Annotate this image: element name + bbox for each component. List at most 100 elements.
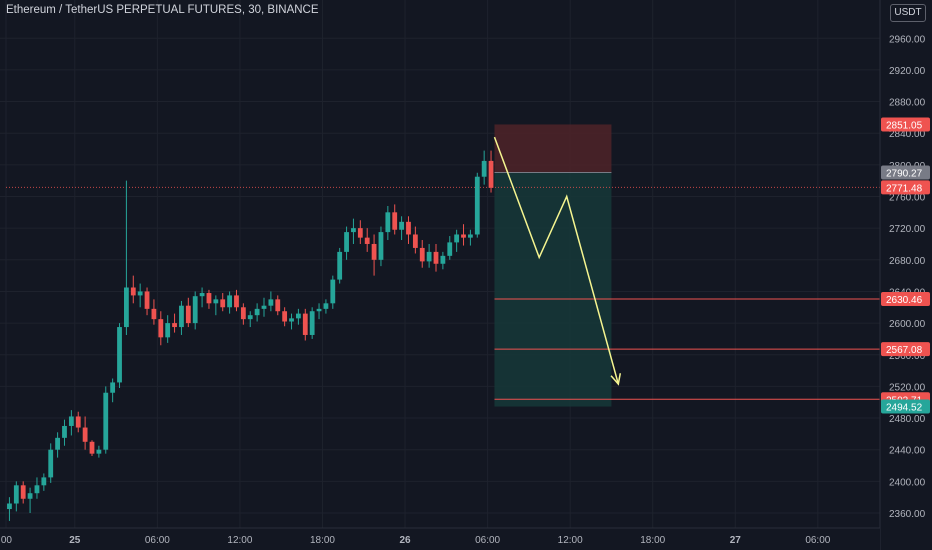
candle-body [179, 305, 184, 328]
projection-path[interactable] [493, 136, 620, 385]
candle [364, 228, 370, 252]
time-tick-label: 06:00 [475, 535, 500, 546]
candle [227, 291, 232, 314]
candle-body [468, 234, 473, 238]
price-label-bg [881, 342, 930, 357]
time-axis-bg [0, 528, 880, 550]
candle [247, 311, 253, 328]
candle [172, 313, 177, 333]
candle-body [89, 441, 95, 454]
price-tick-label: 2360.00 [889, 509, 926, 520]
price-axis[interactable]: 2360.00 2400.00 2440.00 2480.00 2520.00 2560.… [879, 0, 932, 550]
candle-body [41, 477, 47, 486]
candle-body [426, 251, 432, 262]
candle [385, 205, 391, 241]
candle [96, 445, 102, 458]
candle-body [316, 308, 322, 312]
time-tick-label: 26 [399, 535, 411, 546]
candle-body [309, 311, 315, 335]
candle [337, 247, 343, 284]
candle-body [20, 485, 26, 499]
candle-body [172, 323, 177, 328]
candle [261, 297, 267, 317]
price-label: 2630.46 [881, 291, 930, 306]
price-label-bg [881, 180, 930, 195]
candle-body [213, 299, 219, 304]
price-label-bg [881, 399, 930, 414]
candle [412, 226, 418, 254]
candle [41, 473, 47, 491]
candle [89, 440, 95, 457]
candle [468, 229, 473, 246]
candle [426, 243, 432, 268]
candle-body [461, 234, 466, 238]
candle-body [351, 228, 356, 233]
candle [75, 411, 81, 433]
candle [254, 303, 260, 322]
price-labels: 2851.052790.272771.482630.462567.082503.… [881, 117, 930, 414]
candle-body [282, 311, 288, 322]
candle [165, 315, 171, 343]
candle-body [433, 251, 439, 264]
time-tick-label: 00 [1, 535, 13, 546]
candle [68, 410, 74, 436]
candle [179, 300, 184, 335]
candle-body [192, 296, 198, 324]
candle-body [165, 323, 171, 338]
candle-body [68, 416, 74, 426]
candle-body [117, 327, 122, 383]
candle-body [227, 295, 232, 308]
candle-body [364, 237, 370, 244]
stop-loss-zone[interactable] [494, 124, 612, 173]
candle-body [185, 305, 191, 324]
candle [289, 313, 294, 330]
price-tick-label: 2480.00 [889, 414, 926, 425]
candle-body [144, 291, 150, 309]
candle-body [275, 299, 281, 312]
price-label: 2567.08 [881, 342, 930, 357]
candle [461, 224, 466, 246]
candle [399, 216, 404, 241]
candle [351, 218, 356, 244]
candle [488, 150, 494, 193]
time-axis[interactable]: 00 25 06:00 12:00 18:00 26 06:00 12:00 18:00 27 06… [0, 527, 880, 550]
candle-body [357, 228, 363, 238]
candle [371, 234, 377, 276]
candle [185, 297, 191, 328]
projection-arrow[interactable] [493, 136, 622, 386]
candle [330, 275, 336, 309]
chart-grid [0, 0, 880, 528]
candle [144, 287, 150, 316]
candle [419, 240, 425, 268]
candle [474, 172, 480, 238]
time-tick-label: 18:00 [310, 535, 335, 546]
candle [220, 293, 226, 312]
horizontal-lines[interactable] [6, 186, 880, 400]
price-label-bg [881, 291, 930, 306]
position-zones[interactable] [494, 124, 612, 407]
candle-body [199, 293, 205, 297]
price-tick-label: 2760.00 [889, 193, 926, 204]
time-tick-label: 06:00 [145, 535, 170, 546]
candle [433, 243, 439, 272]
candle-body [371, 243, 377, 260]
candle-body [220, 299, 226, 308]
price-label: 2790.27 [881, 165, 930, 180]
candle-body [323, 303, 329, 309]
candle-body [474, 176, 480, 235]
candle-body [13, 485, 19, 504]
candle-body [158, 319, 164, 338]
currency-button[interactable]: USDT [890, 4, 926, 22]
time-tick-label: 25 [69, 535, 81, 546]
candle-body [27, 493, 33, 499]
price-label: 2771.48 [881, 180, 930, 195]
arrow-head[interactable] [610, 373, 622, 386]
candle-body [392, 212, 398, 230]
price-label-text: 2851.05 [886, 120, 923, 131]
take-profit-zone[interactable] [494, 172, 612, 407]
candles [7, 150, 494, 521]
price-tick-label: 2720.00 [889, 224, 926, 235]
candle-body [481, 160, 487, 177]
candle [48, 443, 54, 483]
